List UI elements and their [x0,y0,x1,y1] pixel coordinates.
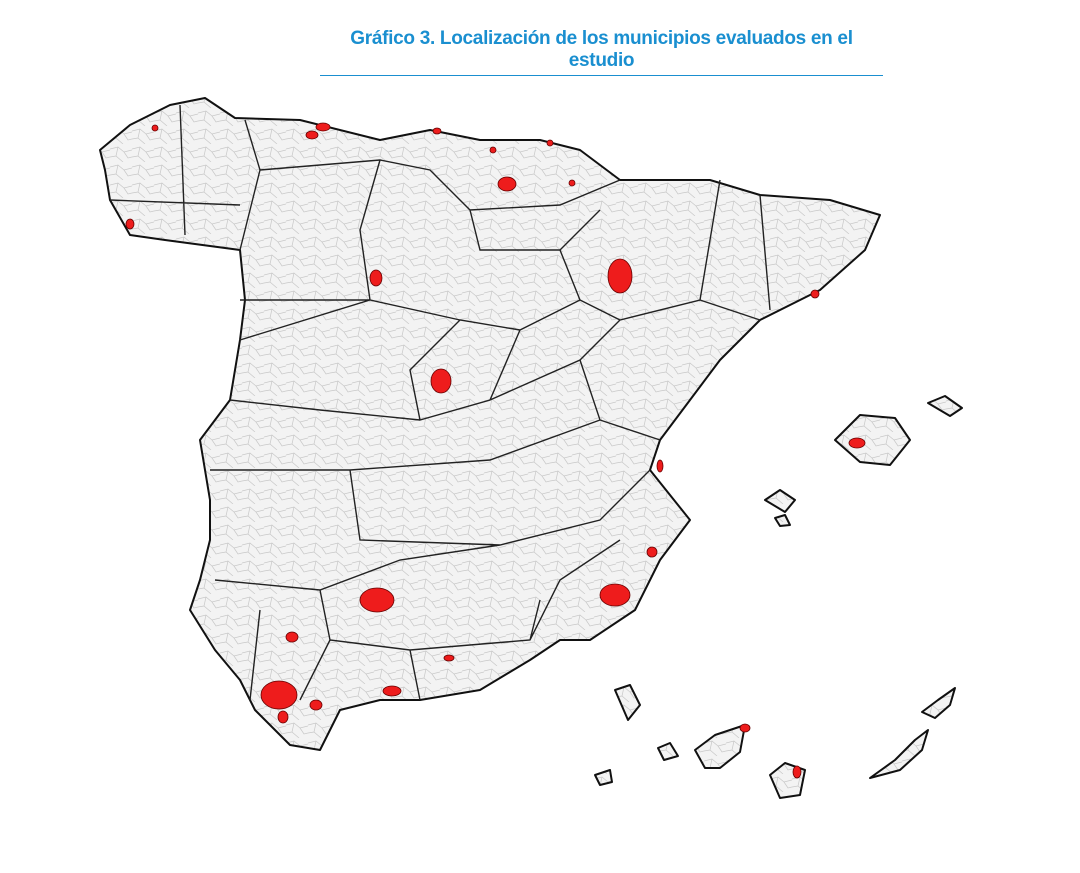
peninsula [99,97,881,751]
islands [594,395,963,799]
evaluated-municipalities [125,122,866,779]
map-title: Gráfico 3. Localización de los municipio… [320,28,883,76]
